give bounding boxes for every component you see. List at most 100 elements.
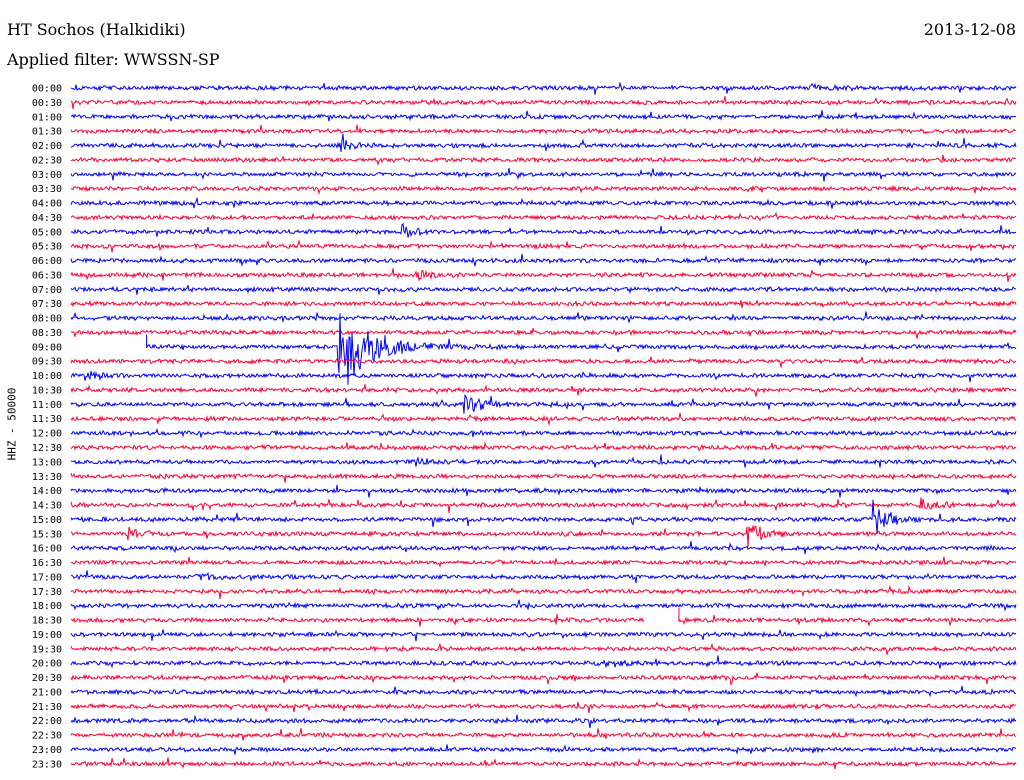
hour-label: 21:30 — [32, 702, 62, 713]
hour-label: 17:00 — [32, 572, 62, 583]
trace-line — [70, 672, 1017, 687]
trace-line — [70, 356, 1017, 368]
hour-label: 19:30 — [32, 644, 62, 655]
hour-label: 10:30 — [32, 385, 62, 396]
trace-line — [70, 556, 1017, 569]
trace-line — [70, 472, 1017, 483]
hour-label: 17:30 — [32, 587, 62, 598]
trace-line — [70, 655, 1017, 669]
trace-line — [70, 299, 1017, 309]
hour-label: 16:30 — [32, 558, 62, 569]
hour-label: 23:30 — [32, 759, 62, 770]
trace-line — [70, 211, 1017, 222]
trace-line — [70, 744, 1017, 755]
trace-line — [70, 154, 1017, 166]
trace-line — [70, 454, 1017, 468]
hour-label: 19:00 — [32, 630, 62, 641]
hour-label: 06:00 — [32, 256, 62, 267]
trace-line — [70, 599, 1017, 612]
trace-line — [70, 394, 1017, 414]
trace-line — [70, 168, 1017, 182]
trace-line — [70, 484, 1017, 498]
hour-label: 18:00 — [32, 601, 62, 612]
trace-line — [70, 133, 1017, 153]
trace-line — [70, 412, 1017, 425]
trace-line — [70, 427, 1017, 438]
station-title: HT Sochos (Halkidiki) — [7, 20, 186, 39]
hour-label: 15:30 — [32, 529, 62, 540]
trace-line — [70, 253, 1017, 268]
hour-label: 12:00 — [32, 429, 62, 440]
hour-label: 15:00 — [32, 515, 62, 526]
hour-label: 04:00 — [32, 199, 62, 210]
hour-label: 07:30 — [32, 299, 62, 310]
trace-line — [70, 714, 1017, 729]
hour-label: 00:00 — [32, 84, 62, 95]
trace-line — [70, 613, 1017, 627]
record-date: 2013-12-08 — [923, 20, 1016, 39]
trace-line — [146, 313, 1017, 385]
trace-line — [70, 701, 1016, 714]
hour-label: 03:00 — [32, 170, 62, 181]
hour-label: 18:30 — [32, 616, 62, 627]
hour-label: 23:00 — [32, 745, 62, 756]
hour-label: 02:30 — [32, 155, 62, 166]
trace-line — [70, 184, 1017, 196]
hour-label: 05:30 — [32, 242, 62, 253]
hour-label: 13:00 — [32, 457, 62, 468]
trace-line — [70, 441, 1017, 452]
hour-label: 03:30 — [32, 184, 62, 195]
trace-line — [70, 370, 1017, 383]
hour-label: 11:00 — [32, 400, 62, 411]
trace-line — [70, 497, 1017, 514]
hour-label: 05:00 — [32, 227, 62, 238]
hour-label: 07:00 — [32, 285, 62, 296]
hour-label: 09:00 — [32, 342, 62, 353]
trace-line — [70, 81, 1017, 95]
trace-line — [70, 124, 1017, 136]
hour-label: 20:00 — [32, 659, 62, 670]
hour-label: 21:00 — [32, 687, 62, 698]
hour-label: 04:30 — [32, 213, 62, 224]
trace-line — [70, 499, 1017, 535]
trace-line — [70, 570, 1017, 584]
hour-label: 14:00 — [32, 486, 62, 497]
trace-line — [70, 268, 1017, 282]
trace-line — [70, 757, 1017, 770]
trace-line — [70, 96, 1017, 110]
trace-line — [70, 284, 1017, 295]
trace-line — [70, 525, 1017, 548]
hour-label: 12:30 — [32, 443, 62, 454]
trace-line — [70, 328, 1017, 339]
hour-label: 20:30 — [32, 673, 62, 684]
filter-label: Applied filter: WWSSN-SP — [7, 50, 220, 69]
hour-label: 14:30 — [32, 501, 62, 512]
trace-line — [70, 197, 1017, 209]
hour-label: 00:30 — [32, 98, 62, 109]
hour-label: 16:00 — [32, 544, 62, 555]
hour-label: 01:00 — [32, 112, 62, 123]
trace-line — [70, 384, 1017, 397]
trace-line — [70, 541, 1016, 555]
trace-line — [70, 728, 1017, 741]
trace-line — [70, 311, 1017, 323]
hour-label: 06:30 — [32, 270, 62, 281]
hour-label: 08:30 — [32, 328, 62, 339]
hour-label: 09:30 — [32, 357, 62, 368]
trace-line — [70, 685, 1017, 698]
hour-label: 11:30 — [32, 414, 62, 425]
hour-label: 08:00 — [32, 314, 62, 325]
trace-line — [70, 222, 1017, 238]
trace-line — [70, 584, 1017, 599]
trace-line — [70, 239, 1017, 253]
hour-label: 01:30 — [32, 127, 62, 138]
hour-label: 02:00 — [32, 141, 62, 152]
hour-label: 10:00 — [32, 371, 62, 382]
trace-line — [70, 110, 1016, 122]
hour-label: 22:00 — [32, 716, 62, 727]
hour-label: 22:30 — [32, 731, 62, 742]
trace-line — [70, 642, 1017, 655]
trace-line — [70, 629, 1017, 642]
hour-label: 13:30 — [32, 472, 62, 483]
